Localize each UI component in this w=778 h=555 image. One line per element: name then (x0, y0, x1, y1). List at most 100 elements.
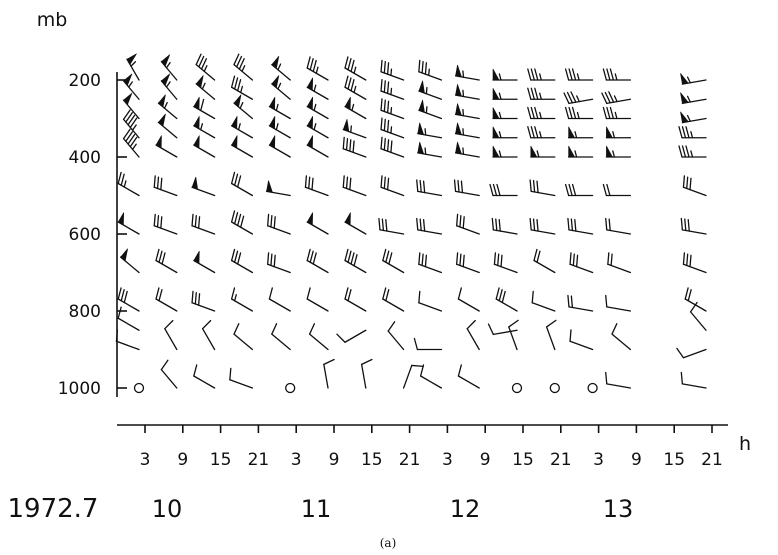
barb-flag (682, 252, 686, 265)
wind-barb (191, 176, 216, 197)
barb-flag (491, 217, 495, 231)
barb-flag (457, 179, 460, 193)
barb-pennant (306, 212, 314, 226)
barb-pennant (418, 80, 425, 94)
barb-flag (687, 219, 690, 232)
barb-pennant (342, 119, 350, 133)
barb-staff (229, 379, 254, 389)
barb-half-flag (539, 131, 542, 139)
barb-flag (268, 287, 273, 300)
wind-barb (527, 68, 556, 81)
barb-half-flag (576, 73, 580, 81)
barb-flag (419, 364, 425, 377)
barb-flag (238, 58, 245, 70)
wind-barb (117, 287, 140, 312)
barb-half-flag (424, 147, 427, 155)
y-tick-label: 200 (69, 71, 101, 91)
wind-barb (678, 126, 707, 139)
y-tick-label: 1000 (58, 379, 101, 399)
barb-staff (402, 364, 413, 389)
barb-flag (201, 319, 212, 330)
barb-flag (534, 87, 539, 100)
wind-barb (680, 371, 707, 389)
barb-flag (383, 137, 386, 151)
wind-barb (271, 323, 291, 351)
barb-flag (678, 145, 683, 158)
barb-flag (308, 176, 311, 190)
barb-pennant (418, 99, 425, 113)
barb-pennant (193, 250, 200, 265)
x-tick-label: 3 (593, 450, 604, 470)
barb-flag (164, 319, 174, 330)
barb-flag (160, 359, 169, 371)
barb-flag (424, 62, 428, 75)
barb-flag (457, 364, 462, 377)
wind-barb (529, 179, 556, 197)
wind-barb (191, 213, 216, 235)
barb-pennant (157, 94, 166, 108)
barb-pennant (231, 135, 238, 149)
barb-half-flag (201, 82, 206, 90)
barb-flag (306, 56, 311, 69)
barb-flag (534, 106, 539, 120)
wind-barb (230, 248, 254, 274)
barb-flag (529, 179, 532, 192)
barb-flag (350, 79, 355, 92)
barb-staff (419, 375, 443, 389)
barb-flag (198, 55, 205, 68)
barb-flag (687, 289, 692, 302)
x-tick-label: 3 (442, 450, 453, 470)
wind-barb (122, 109, 140, 139)
wind-barb (454, 84, 480, 100)
barb-flag (455, 252, 459, 265)
barb-flag (495, 287, 500, 300)
wind-barb (563, 91, 594, 105)
barb-pennant (455, 141, 462, 155)
barb-flag (574, 219, 577, 232)
wind-barb (306, 56, 329, 81)
barb-pennant (455, 84, 462, 97)
barb-flag (459, 214, 462, 228)
barb-half-flag (128, 81, 133, 88)
barb-pennant (344, 96, 351, 111)
barb-flag (160, 177, 163, 191)
barb-flag (344, 248, 349, 262)
wind-barb (191, 290, 216, 312)
barb-flag (605, 371, 608, 385)
wind-barb (193, 135, 216, 158)
barb-staff (531, 302, 556, 312)
wind-barb (268, 116, 291, 139)
barb-flag (229, 367, 232, 381)
barb-flag (455, 213, 459, 227)
wind-barb (122, 92, 140, 120)
wind-barb (605, 126, 632, 139)
wind-barb (360, 358, 373, 389)
wind-barb (564, 68, 594, 81)
barb-pennant (193, 116, 200, 130)
barb-staff (508, 326, 518, 351)
barb-flag (122, 128, 131, 140)
axis-labels: 200 400 600 800 1000 3 9 15 21 3 9 15 21 3 9 15 21 3 9 15 21… (8, 9, 752, 550)
barb-flag (386, 62, 390, 75)
wind-barb (413, 337, 443, 351)
barb-flag (534, 68, 539, 81)
barb-half-flag (612, 131, 616, 139)
barb-flag (602, 183, 608, 197)
barb-flag (160, 216, 163, 229)
barb-flag (383, 176, 386, 190)
barb-flag (607, 252, 610, 265)
barb-flag (382, 287, 387, 300)
wind-barb (344, 96, 367, 120)
wind-barb (457, 364, 480, 389)
wind-barb (378, 217, 405, 235)
wind-barb (454, 64, 480, 81)
barb-pennant (271, 75, 280, 89)
wind-barbs (115, 53, 707, 394)
barb-flag (380, 136, 383, 150)
barb-flag (117, 171, 122, 185)
barb-flag (421, 60, 424, 74)
barb-flag (386, 119, 390, 133)
barb-flag (462, 216, 465, 229)
barb-flag (681, 126, 687, 139)
barb-flag (497, 253, 500, 267)
